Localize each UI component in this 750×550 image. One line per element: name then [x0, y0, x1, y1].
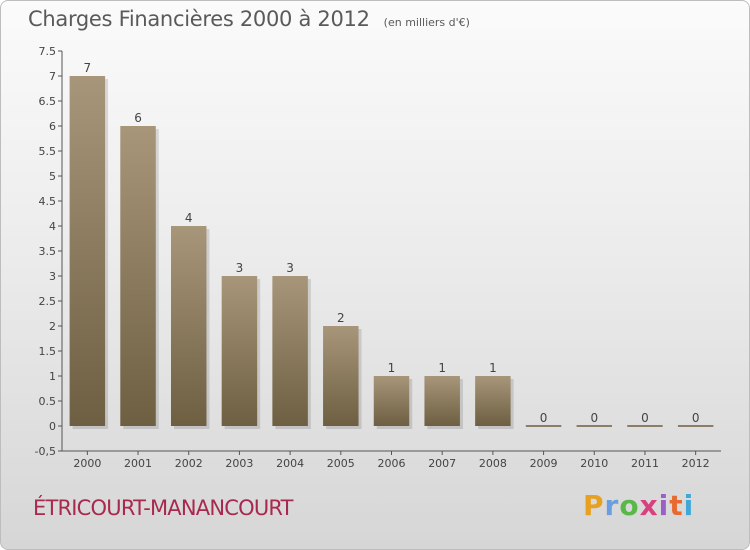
- y-tick-label: 6: [49, 120, 56, 133]
- y-tick-label: 3.5: [39, 245, 57, 258]
- bar: [69, 76, 106, 426]
- logo-letter: P: [583, 489, 605, 522]
- bar-value-label: 0: [641, 411, 649, 425]
- y-tick-label: 2: [49, 320, 56, 333]
- bar: [424, 376, 460, 426]
- x-tick-label: 2000: [73, 457, 101, 470]
- x-tick-label: 2002: [175, 457, 203, 470]
- x-tick-label: 2007: [428, 457, 456, 470]
- x-tick-label: 2004: [276, 457, 304, 470]
- bar-value-label: 1: [388, 361, 396, 375]
- x-tick-label: 2011: [631, 457, 659, 470]
- logo-letter: o: [619, 489, 640, 522]
- x-tick-label: 2012: [682, 457, 710, 470]
- bar: [170, 226, 207, 426]
- chart-unit: (en milliers d'€): [383, 16, 470, 29]
- value-labels: 7 6 4 3 3 2 1 1 1 0 0 0 0: [84, 61, 700, 425]
- bar: [475, 376, 511, 426]
- y-tick-label: 2.5: [39, 295, 57, 308]
- bar: [221, 276, 258, 426]
- y-tick-label: 3: [49, 270, 56, 283]
- y-tick-label: -0,5: [35, 445, 56, 458]
- chart-title-text: Charges Financières 2000 à 2012: [28, 7, 370, 31]
- bar: [373, 376, 410, 426]
- y-tick-label: 1: [49, 370, 56, 383]
- x-tick-label: 2001: [124, 457, 152, 470]
- y-tick-label: 7.5: [39, 45, 57, 58]
- y-tick-label: 0: [49, 420, 56, 433]
- axes: -0,500.511.522.533.544.555.566.577.52000…: [35, 45, 721, 470]
- bar-value-label: 0: [692, 411, 700, 425]
- y-tick-label: 1.5: [39, 345, 57, 358]
- logo-letter: i: [683, 489, 695, 522]
- chart-title: Charges Financières 2000 à 2012 (en milli…: [28, 7, 470, 31]
- bar-value-label: 1: [438, 361, 446, 375]
- commune-name: ÉTRICOURT-MANANCOURT: [33, 496, 294, 520]
- bar-value-label: 2: [337, 311, 345, 325]
- x-tick-label: 2010: [580, 457, 608, 470]
- y-tick-label: 7: [49, 70, 56, 83]
- bar-value-label: 1: [489, 361, 497, 375]
- x-tick-label: 2003: [225, 457, 253, 470]
- y-tick-label: 6.5: [39, 95, 57, 108]
- logo-letter: r: [604, 489, 620, 522]
- x-tick-label: 2006: [378, 457, 406, 470]
- y-tick-label: 4.5: [39, 195, 57, 208]
- bar: [323, 326, 359, 426]
- x-tick-label: 2008: [479, 457, 507, 470]
- y-tick-label: 4: [49, 220, 56, 233]
- bar-value-label: 4: [185, 211, 193, 225]
- x-tick-label: 2005: [327, 457, 355, 470]
- bar-value-label: 3: [236, 261, 244, 275]
- logo-letter: i: [658, 489, 670, 522]
- x-tick-label: 2009: [530, 457, 558, 470]
- bar-value-label: 6: [134, 111, 142, 125]
- logo-letter: t: [669, 489, 684, 522]
- bar-value-label: 0: [540, 411, 548, 425]
- bars: [69, 76, 714, 429]
- y-tick-label: 5.5: [39, 145, 57, 158]
- y-tick-label: 0.5: [39, 395, 57, 408]
- bar-value-label: 7: [84, 61, 92, 75]
- bar: [272, 276, 308, 426]
- logo-letter: x: [639, 489, 659, 522]
- bar: [120, 126, 156, 426]
- proxiti-logo: Proxiti: [583, 489, 694, 522]
- y-tick-label: 5: [49, 170, 56, 183]
- bar-value-label: 3: [286, 261, 294, 275]
- bar-value-label: 0: [590, 411, 598, 425]
